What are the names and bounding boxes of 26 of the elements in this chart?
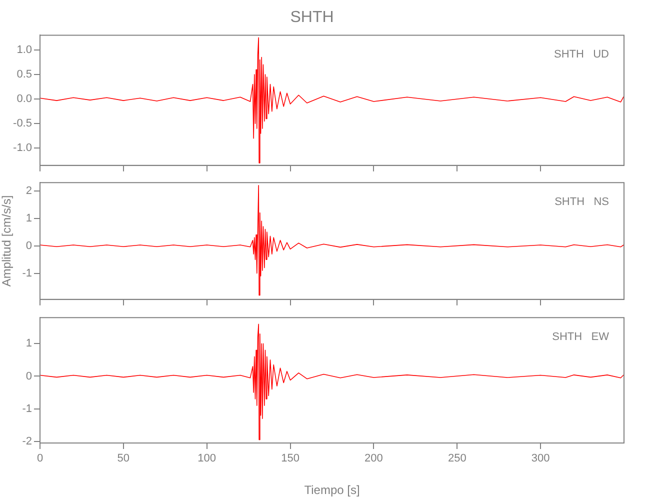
x-tick-label: 150 bbox=[281, 452, 300, 464]
x-tick-label: 100 bbox=[198, 452, 216, 464]
y-tick-label: 0 bbox=[26, 370, 32, 382]
y-tick-label: 1 bbox=[26, 337, 32, 350]
x-axis-title: Tiempo [s] bbox=[304, 482, 360, 497]
y-tick-label: -0.5 bbox=[13, 118, 32, 130]
y-axis-title: Amplitud [cm/s/s] bbox=[0, 196, 14, 288]
x-tick-label: 50 bbox=[117, 452, 130, 464]
x-tick-label: 200 bbox=[364, 452, 383, 464]
annotation: SHTH NS bbox=[554, 196, 609, 208]
y-tick-label: -1 bbox=[22, 402, 32, 414]
y-tick-label: -1.0 bbox=[13, 142, 32, 154]
x-tick-label: 250 bbox=[448, 452, 466, 464]
y-tick-label: 0.0 bbox=[16, 93, 32, 106]
y-tick-label: 0.5 bbox=[16, 68, 32, 81]
chart-title: SHTH bbox=[290, 9, 334, 26]
y-tick-label: -2 bbox=[22, 435, 32, 448]
y-tick-label: 2 bbox=[26, 185, 32, 198]
y-tick-label: -1 bbox=[22, 268, 32, 280]
annotation: SHTH UD bbox=[554, 48, 610, 61]
annotation: SHTH EW bbox=[552, 330, 610, 343]
y-tick-label: 1 bbox=[26, 212, 32, 225]
x-tick-label: 0 bbox=[36, 452, 44, 464]
y-tick-label: 0 bbox=[26, 240, 32, 252]
y-tick-label: 1.0 bbox=[16, 44, 32, 56]
x-tick-label: 300 bbox=[531, 452, 550, 464]
